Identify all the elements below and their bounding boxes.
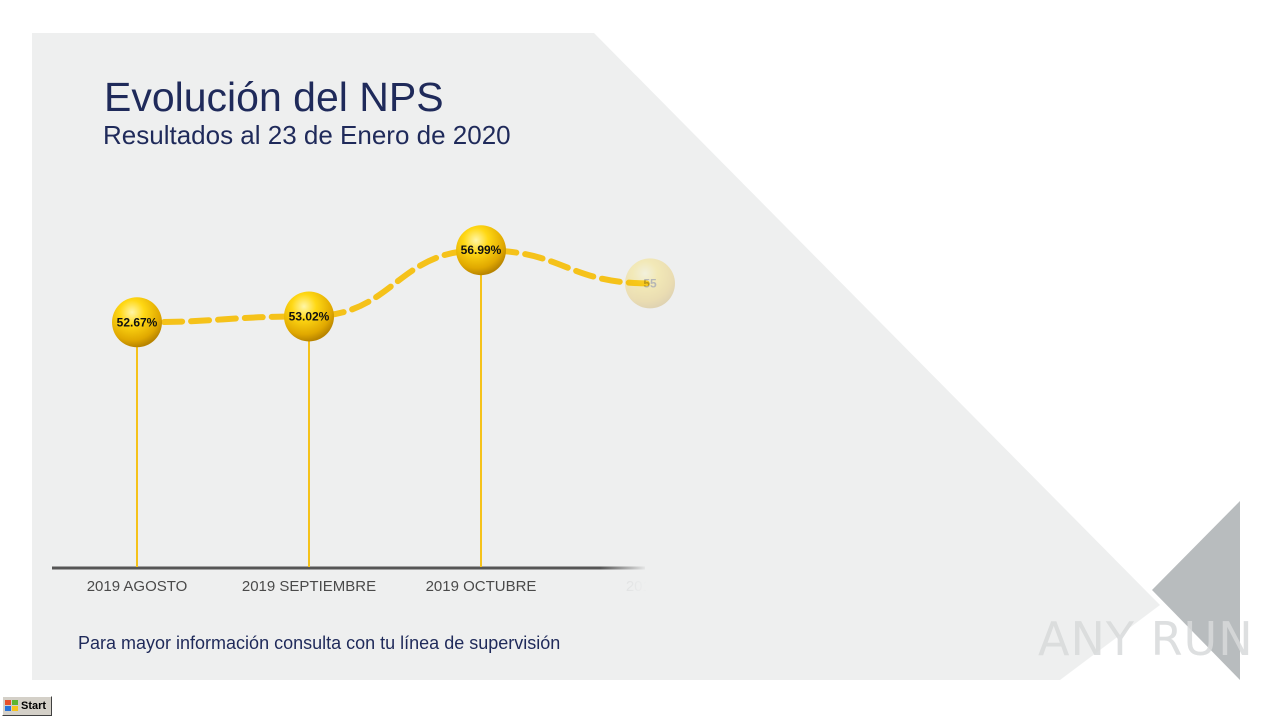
data-point: 55 [625,258,675,309]
footer-note: Para mayor información consulta con tu l… [78,633,561,653]
data-point: 56.99% [456,225,506,276]
series-line [134,247,653,326]
slide-subtitle: Resultados al 23 de Enero de 2020 [103,120,511,150]
start-button[interactable]: Start [2,696,52,716]
data-label: 53.02% [289,309,330,323]
x-tick-label: 2019 SEPTIEMBRE [242,578,376,595]
slide-title: Evolución del NPS [104,74,444,120]
taskbar: Start [0,694,1280,720]
data-bubble [284,291,334,342]
gray-panel [32,33,1160,680]
windows-logo-icon [5,700,18,711]
x-tick-label: 2019 AGOSTO [87,578,188,595]
data-label: 56.99% [461,243,502,257]
data-bubble [456,225,506,276]
chart-plot-area: 52.67% 53.02% 56.99% 55 2019 AGOSTO 2019 SEPT… [52,225,726,610]
accent-triangle [1152,501,1240,680]
data-bubble [112,297,162,348]
cutoff-mask [646,320,726,610]
data-label: 52.67% [117,315,158,329]
data-label: 55 [643,276,657,290]
x-tick-label: 2019 OCTUBRE [426,578,537,595]
data-point: 53.02% [284,291,334,342]
data-bubble [625,258,675,309]
fade-overlay [600,320,648,610]
data-point: 52.67% [112,297,162,348]
anyrun-watermark: ANY RUN [1038,612,1254,666]
start-label: Start [21,700,47,712]
